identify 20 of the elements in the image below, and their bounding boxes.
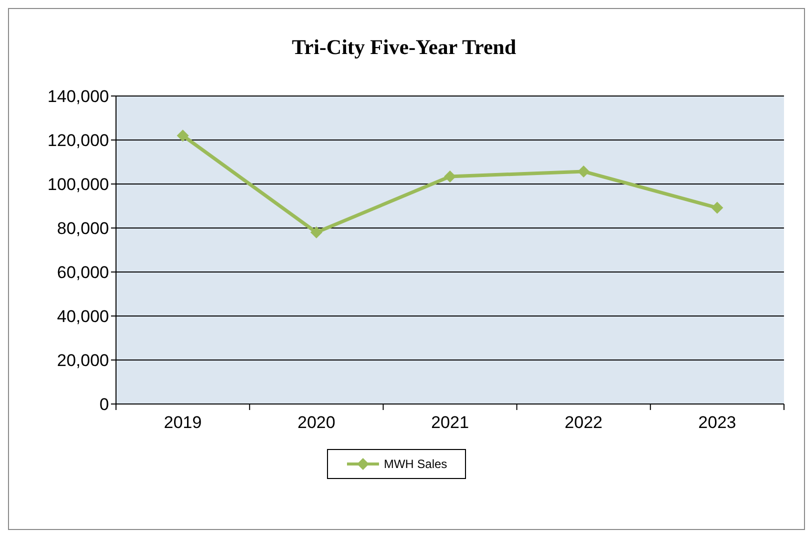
y-tick-label: 100,000 [48, 175, 109, 194]
x-tick-label: 2019 [164, 413, 202, 432]
point [444, 170, 456, 183]
x-tick-label: 2022 [564, 413, 603, 432]
y-tick-label: 20,000 [57, 351, 109, 370]
point [578, 165, 590, 178]
x-tick-label: 2021 [431, 413, 469, 432]
chart-title: Tri-City Five-Year Trend [290, 35, 518, 60]
point [176, 130, 189, 142]
x-tick-label: 2023 [698, 413, 736, 432]
y-tick-label: 0 [100, 395, 109, 414]
point [310, 226, 322, 238]
y-tick-label: 60,000 [57, 263, 109, 282]
legend-label: MWH Sales [384, 457, 448, 471]
y-tick-label: 140,000 [48, 87, 109, 106]
point [711, 202, 724, 214]
y-tick-label: 120,000 [48, 131, 109, 150]
y-tick-label: 80,000 [57, 219, 109, 238]
y-tick-label: 40,000 [57, 307, 109, 326]
x-tick-label: 2020 [297, 413, 336, 432]
